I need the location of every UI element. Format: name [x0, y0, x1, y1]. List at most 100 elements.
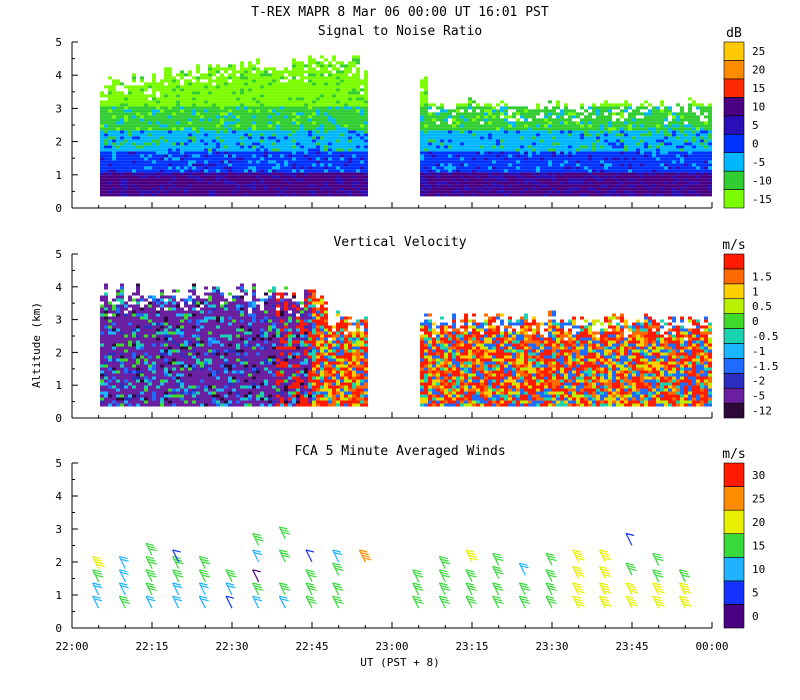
- wind-barb: [252, 595, 263, 609]
- y-tick-label: 0: [55, 622, 62, 635]
- wind-barb: [92, 595, 103, 609]
- panel-3: 0 1 2 3 4 5 FCA 5 Minute Averaged Winds 0 5 10 15 2…: [55, 444, 765, 635]
- wind-barb: [598, 595, 612, 609]
- y-tick-label: 5: [55, 36, 62, 49]
- colorbar-label: 5: [752, 587, 759, 600]
- wind-barb: [225, 582, 236, 596]
- x-tick-label: 23:45: [615, 640, 648, 653]
- wind-barb: [145, 542, 157, 556]
- colorbar-swatch: [723, 78, 745, 98]
- wind-barb: [518, 582, 531, 596]
- y-tick-label: 3: [55, 523, 62, 536]
- wind-barb: [678, 582, 692, 596]
- wind-barb: [118, 595, 131, 609]
- wind-barb: [412, 582, 424, 596]
- y-tick-label: 1: [55, 589, 62, 602]
- y-tick-label: 4: [55, 490, 62, 503]
- heatmap-field: [100, 283, 712, 407]
- x-axis-label: UT (PST + 8): [360, 656, 439, 669]
- wind-barb: [492, 565, 504, 579]
- colorbar-swatch: [723, 152, 745, 172]
- wind-barb: [92, 556, 105, 569]
- wind-barb: [278, 595, 289, 609]
- wind-barb: [278, 526, 291, 540]
- colorbar-swatch: [723, 462, 745, 487]
- colorbar-label: -0.5: [752, 330, 779, 343]
- heatmap-field: [100, 55, 712, 197]
- wind-barb: [572, 582, 585, 596]
- wind-barb: [225, 569, 237, 583]
- x-tick-label: 23:15: [455, 640, 488, 653]
- colorbar-swatch: [723, 343, 745, 359]
- y-tick-label: 0: [55, 202, 62, 215]
- colorbar-label: -5: [752, 156, 765, 169]
- x-tick-label: 00:00: [695, 640, 728, 653]
- wind-barb: [625, 582, 639, 596]
- colorbar: -12 -5 -2 -1.5 -1 -0.5 0 0.5 1 1.5 m/s: [722, 238, 779, 419]
- x-tick-label: 23:30: [535, 640, 568, 653]
- colorbar-label: -1: [752, 345, 765, 358]
- y-tick-label: 5: [55, 457, 62, 470]
- wind-barb: [278, 582, 291, 596]
- x-tick-label: 22:00: [55, 640, 88, 653]
- y-tick-label: 1: [55, 169, 62, 182]
- colorbar-label: -1.5: [752, 360, 779, 373]
- colorbar: -15 -10 -5 0 5 10 15 20 25 dB: [723, 26, 772, 209]
- wind-barb: [598, 549, 612, 563]
- colorbar-swatch: [723, 41, 745, 61]
- colorbar-swatch: [723, 313, 745, 329]
- wind-barb: [172, 549, 181, 563]
- colorbar-swatch: [723, 298, 745, 314]
- colorbar-swatch: [723, 97, 745, 117]
- colorbar-swatch: [723, 533, 745, 558]
- wind-barb: [198, 582, 209, 596]
- colorbar-label: -5: [752, 390, 765, 403]
- y-tick-label: 3: [55, 102, 62, 115]
- wind-barb: [172, 556, 184, 569]
- colorbar-swatch: [723, 328, 745, 344]
- colorbar-label: -10: [752, 174, 772, 187]
- wind-barb: [465, 569, 477, 583]
- wind-barb: [465, 582, 477, 596]
- colorbar-label: -15: [752, 193, 772, 206]
- wind-barb: [278, 549, 291, 563]
- colorbar-label: 15: [752, 82, 765, 95]
- wind-barb: [92, 569, 104, 583]
- wind-barb: [545, 582, 557, 596]
- colorbar-label: 0: [752, 315, 759, 328]
- wind-barb: [145, 556, 157, 569]
- panel-title: Signal to Noise Ratio: [318, 24, 482, 39]
- wind-barb: [625, 562, 637, 576]
- y-tick-label: 0: [55, 412, 62, 425]
- colorbar-unit: m/s: [722, 447, 745, 462]
- x-tick-label: 22:45: [295, 640, 328, 653]
- wind-barb: [652, 569, 664, 583]
- wind-barb: [545, 552, 557, 566]
- wind-barb: [652, 595, 665, 609]
- wind-barb: [412, 569, 424, 583]
- colorbar-swatch: [723, 268, 745, 285]
- wind-barb: [518, 595, 531, 609]
- wind-barb: [305, 595, 317, 609]
- colorbar-swatch: [723, 170, 745, 190]
- y-tick-label: 2: [55, 346, 62, 359]
- wind-barb: [652, 552, 664, 566]
- panel-title: Vertical Velocity: [333, 235, 466, 250]
- wind-barb: [172, 582, 183, 596]
- colorbar-swatch: [723, 60, 745, 80]
- wind-barb: [438, 569, 451, 583]
- wind-barb: [438, 582, 451, 596]
- wind-barb: [305, 549, 315, 563]
- colorbar-swatch: [723, 402, 745, 419]
- colorbar-swatch: [723, 486, 745, 511]
- wind-barb: [492, 595, 504, 609]
- panel-1: 0 1 2 3 4 5 Signal to Noise Ratio -15 -10 -5 0 5 10 1…: [55, 24, 772, 215]
- wind-barb: [678, 569, 691, 583]
- wind-barb: [545, 569, 557, 583]
- wind-barb: [438, 556, 451, 569]
- wind-barb: [572, 565, 585, 579]
- wind-barb: [465, 595, 477, 609]
- wind-barb: [518, 562, 529, 576]
- wind-barb: [305, 582, 317, 596]
